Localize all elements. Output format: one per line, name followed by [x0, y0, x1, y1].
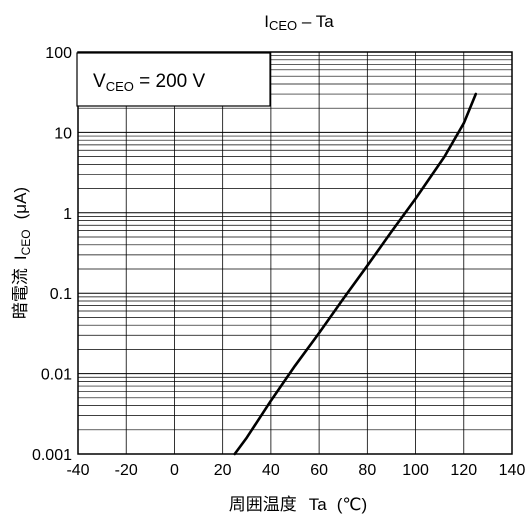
- x-axis-label-prefix: 周囲温度: [229, 495, 297, 514]
- x-tick-label: 120: [450, 462, 477, 479]
- y-axis-label-unit: (μA): [11, 187, 30, 219]
- y-axis-label: 暗電流 ICEO (μA): [11, 187, 33, 319]
- y-tick-label: 0.001: [32, 447, 72, 464]
- series-line: [233, 92, 478, 456]
- chart-title-subscript: CEO: [269, 18, 297, 33]
- x-tick-label: 0: [170, 462, 179, 479]
- y-tick-label: 100: [45, 45, 72, 62]
- plot-frame: [77, 51, 513, 455]
- annotation-text: VCEO = 200 V: [93, 71, 205, 94]
- x-tick-label: 80: [358, 462, 376, 479]
- y-axis-label-prefix: 暗電流: [11, 268, 30, 319]
- y-tick-labels: 100 10 1 0.1 0.01 0.001: [32, 45, 72, 464]
- x-axis-label-symbol: Ta: [309, 495, 328, 514]
- series-group: [233, 92, 478, 456]
- x-tick-label: -20: [115, 462, 138, 479]
- x-tick-labels: -40 -20 0 20 40 60 80 100 120 140: [66, 462, 525, 479]
- y-axis-label-symbol: I: [11, 255, 30, 260]
- y-axis-label-subscript: CEO: [19, 229, 33, 255]
- chart-title-rest: – Ta: [297, 12, 334, 31]
- y-tick-label: 0.01: [41, 367, 72, 384]
- chart-title-symbol: I: [264, 12, 269, 31]
- annotation-value: = 200 V: [134, 71, 206, 92]
- x-axis-label-unit: (℃): [337, 495, 367, 514]
- annotation-symbol: V: [93, 71, 106, 92]
- x-tick-label: 60: [310, 462, 328, 479]
- annotation-box: VCEO = 200 V: [76, 52, 271, 107]
- y-tick-label: 1: [63, 206, 72, 223]
- x-tick-label: 20: [214, 462, 232, 479]
- x-tick-label: -40: [66, 462, 89, 479]
- x-tick-label: 100: [402, 462, 429, 479]
- grid-lines: [77, 52, 513, 455]
- x-tick-label: 140: [499, 462, 526, 479]
- annotation-box-rect: [76, 52, 271, 107]
- annotation-subscript: CEO: [106, 79, 134, 94]
- y-tick-label: 0.1: [50, 286, 72, 303]
- chart-title: ICEO – Ta: [264, 12, 334, 33]
- x-axis-label: 周囲温度 Ta (℃): [229, 495, 367, 514]
- y-tick-label: 10: [54, 125, 72, 142]
- x-tick-label: 40: [262, 462, 280, 479]
